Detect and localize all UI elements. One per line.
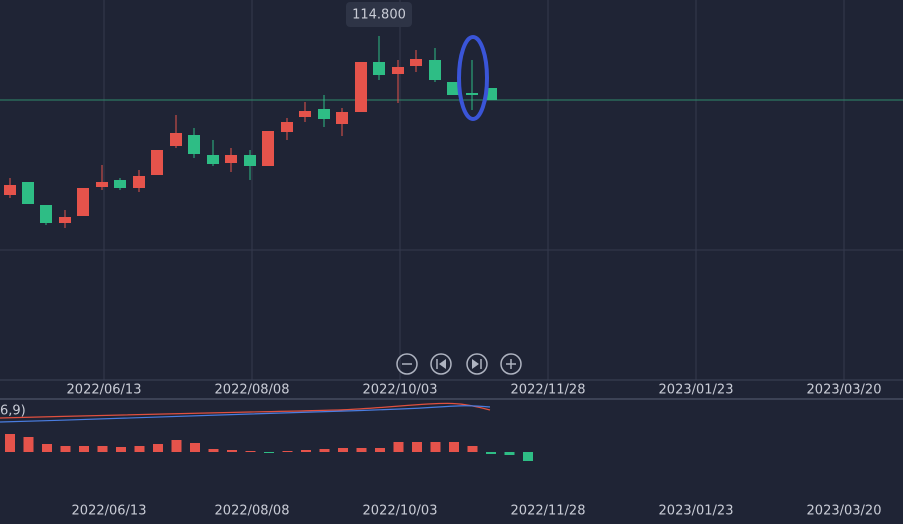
candle-body (96, 182, 108, 187)
x-axis-label: 2022/11/28 (511, 383, 586, 398)
macd-bar (282, 451, 293, 452)
candle-body (299, 111, 311, 117)
candles (4, 36, 497, 228)
x-axis-label: 2022/06/13 (67, 383, 142, 398)
macd-bar (356, 448, 367, 452)
candle-body (207, 155, 219, 164)
x-axis-label: 2023/03/20 (807, 383, 882, 398)
macd-histogram (5, 434, 533, 461)
macd-bar (393, 442, 404, 452)
candle-body (244, 155, 256, 166)
macd-bar (208, 449, 219, 452)
macd-bar (60, 446, 71, 452)
candle-body (373, 62, 385, 75)
x-axis-label: 2022/08/08 (215, 504, 290, 519)
candle-body (40, 205, 52, 223)
macd-bar (116, 447, 126, 452)
macd-bar (504, 452, 515, 455)
macd-line (0, 405, 491, 423)
macd-bar (430, 442, 441, 452)
macd-bar (190, 443, 200, 452)
macd-bar (375, 448, 385, 452)
candle-body (281, 122, 293, 132)
macd-bar (467, 446, 478, 452)
candle-body (170, 133, 182, 146)
x-axis-label: 2023/03/20 (807, 504, 882, 519)
indicator-label: 6,9) (0, 404, 26, 419)
price-label: 114.800 (352, 8, 406, 23)
candle-body (188, 135, 200, 154)
candle-body (4, 185, 16, 195)
macd-bar (264, 452, 274, 453)
x-axis-label: 2022/08/08 (215, 383, 290, 398)
candle-body (133, 176, 145, 188)
macd-bar (23, 437, 34, 452)
macd-bar (338, 448, 348, 452)
price-tooltip (346, 2, 412, 27)
candle-body (22, 182, 34, 204)
macd-bar (301, 450, 311, 452)
highlight-circle (457, 35, 489, 121)
x-axis-label: 2022/10/03 (363, 504, 438, 519)
candle-body (262, 131, 274, 166)
grid (103, 0, 845, 380)
macd-bar (449, 442, 459, 452)
candle-body (466, 93, 478, 95)
x-axis-label: 2022/10/03 (363, 383, 438, 398)
x-axis-label: 2023/01/23 (659, 383, 734, 398)
candle-body (410, 59, 422, 66)
candle-body (114, 180, 126, 188)
candle-body (336, 112, 348, 124)
macd-bar (319, 449, 330, 452)
zoom-in-button[interactable] (500, 353, 522, 375)
candle-body (318, 109, 330, 119)
macd-bar (79, 446, 89, 452)
candle-body (59, 217, 71, 223)
candle-body (355, 62, 367, 112)
macd-bar (5, 434, 15, 452)
candle-body (392, 67, 404, 74)
candle-body (447, 82, 459, 95)
candle-body (151, 150, 163, 175)
macd-bar (486, 452, 496, 454)
candle-body (429, 60, 441, 80)
macd-bar (97, 446, 108, 452)
macd-bar (134, 446, 145, 452)
skip-forward-button[interactable] (466, 353, 488, 375)
macd-bar (523, 452, 533, 461)
macd-bar (42, 444, 52, 452)
x-axis-label: 2023/01/23 (659, 504, 734, 519)
candle-body (77, 188, 89, 216)
macd-bar (227, 450, 237, 452)
zoom-out-button[interactable] (396, 353, 418, 375)
macd-bar (412, 442, 422, 452)
x-axis-label: 2022/06/13 (72, 504, 147, 519)
macd-bar (245, 451, 256, 452)
candle-body (225, 155, 237, 163)
macd-bar (153, 444, 163, 452)
macd-bar (171, 440, 182, 452)
skip-back-button[interactable] (430, 353, 452, 375)
x-axis-label: 2022/11/28 (511, 504, 586, 519)
macd-signal-line (0, 402, 491, 419)
